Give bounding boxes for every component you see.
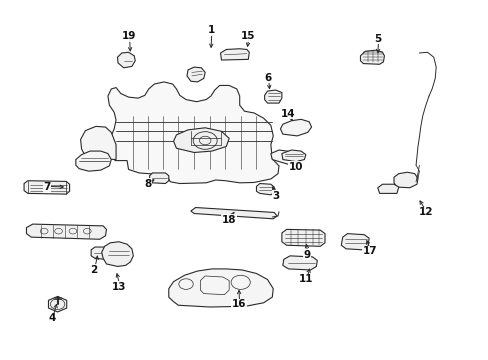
Polygon shape <box>24 181 69 194</box>
Polygon shape <box>76 151 111 171</box>
Polygon shape <box>190 207 277 219</box>
Text: 1: 1 <box>207 25 214 35</box>
Polygon shape <box>256 184 274 195</box>
Polygon shape <box>264 90 281 103</box>
Text: 3: 3 <box>271 191 279 201</box>
Polygon shape <box>341 234 368 250</box>
Polygon shape <box>360 50 384 64</box>
Text: 19: 19 <box>121 31 136 41</box>
Text: 13: 13 <box>111 282 126 292</box>
Polygon shape <box>108 82 279 184</box>
Polygon shape <box>186 67 205 82</box>
Polygon shape <box>48 296 66 312</box>
Text: 5: 5 <box>373 34 381 44</box>
Text: 6: 6 <box>264 73 270 83</box>
Polygon shape <box>173 128 229 153</box>
Text: 14: 14 <box>281 109 295 119</box>
Polygon shape <box>26 224 106 239</box>
Polygon shape <box>280 119 311 136</box>
Text: 11: 11 <box>298 274 312 284</box>
Text: 10: 10 <box>288 162 303 172</box>
Text: 16: 16 <box>231 299 245 309</box>
Polygon shape <box>393 172 417 188</box>
Text: 8: 8 <box>144 179 151 189</box>
Polygon shape <box>149 173 168 184</box>
Polygon shape <box>270 150 298 164</box>
Text: 15: 15 <box>241 31 255 41</box>
Text: 18: 18 <box>222 215 236 225</box>
Polygon shape <box>102 242 133 266</box>
Text: 17: 17 <box>362 246 377 256</box>
Polygon shape <box>220 49 249 60</box>
Text: 7: 7 <box>43 182 51 192</box>
Polygon shape <box>377 184 398 193</box>
Polygon shape <box>281 150 305 162</box>
Polygon shape <box>168 269 273 307</box>
Text: 12: 12 <box>418 207 432 217</box>
Text: 4: 4 <box>48 313 56 323</box>
Polygon shape <box>91 247 109 259</box>
Polygon shape <box>281 229 325 246</box>
Polygon shape <box>81 126 116 159</box>
Polygon shape <box>282 256 317 270</box>
Text: 9: 9 <box>303 250 310 260</box>
Polygon shape <box>117 52 135 68</box>
Text: 2: 2 <box>90 265 97 275</box>
